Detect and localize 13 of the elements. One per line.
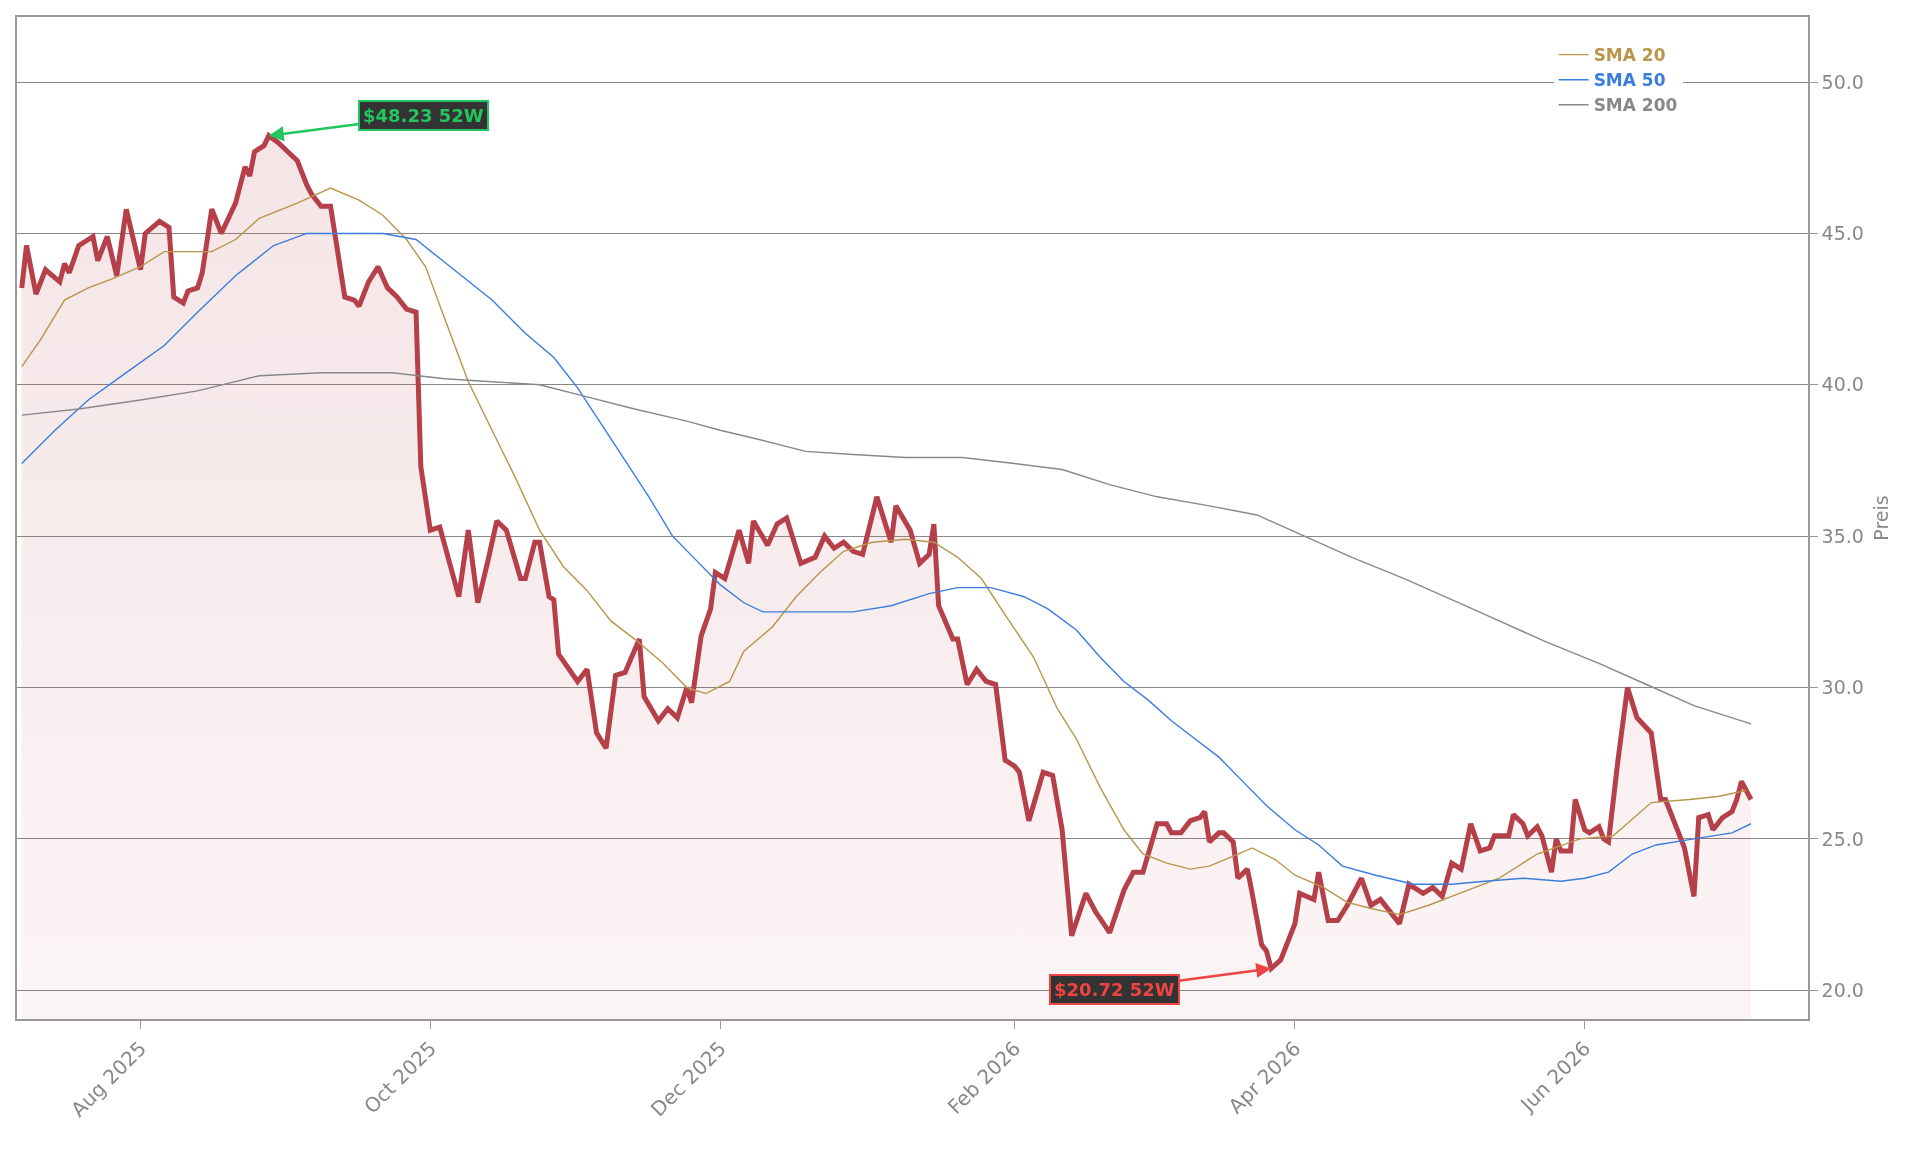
y-tick-label: 25.0 — [1821, 827, 1864, 850]
y-tick-label: 50.0 — [1821, 70, 1864, 93]
annotation: $48.23 52W — [363, 105, 484, 126]
legend-label: SMA 200 — [1593, 95, 1678, 116]
legend-label: SMA 50 — [1593, 70, 1666, 91]
y-tick-label: 30.0 — [1821, 676, 1864, 699]
y-axis-title: Preis — [1870, 495, 1893, 541]
y-tick-label: 35.0 — [1821, 524, 1864, 547]
y-tick-label: 45.0 — [1821, 222, 1864, 245]
y-tick-label: 20.0 — [1821, 978, 1864, 1001]
legend-label: SMA 20 — [1593, 45, 1666, 66]
y-tick-label: 40.0 — [1821, 373, 1864, 396]
annotation: $20.72 52W — [1054, 979, 1175, 1000]
